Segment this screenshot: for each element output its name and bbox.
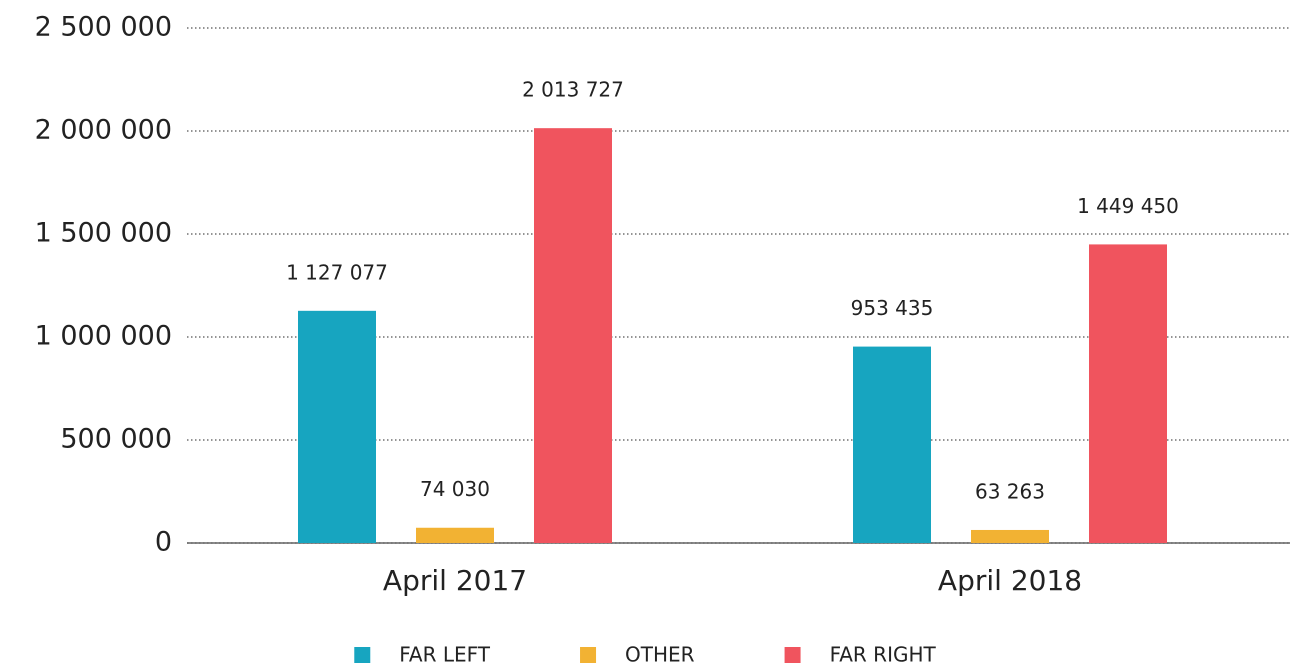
y-tick-label: 1 500 000: [35, 218, 172, 249]
legend-label: OTHER: [625, 643, 695, 667]
data-label: 63 263: [975, 479, 1045, 503]
data-label: 2 013 727: [522, 78, 624, 102]
y-tick-label: 500 000: [60, 424, 172, 455]
y-tick-label: 2 500 000: [35, 12, 172, 43]
bar: [971, 529, 1049, 543]
x-tick-label: April 2018: [938, 564, 1082, 597]
data-label: 1 449 450: [1077, 194, 1179, 218]
legend-label: FAR RIGHT: [830, 643, 937, 667]
bar: [853, 346, 931, 543]
legend-swatch: [784, 647, 801, 663]
bar: [416, 527, 494, 543]
bar: [298, 310, 376, 543]
y-tick-label: 1 000 000: [35, 321, 172, 352]
bar: [1089, 244, 1167, 543]
data-label: 74 030: [420, 477, 490, 501]
data-label: 953 435: [851, 296, 934, 320]
data-label: 1 127 077: [286, 260, 388, 284]
x-tick-label: April 2017: [383, 564, 527, 597]
y-tick-label: 2 000 000: [35, 115, 172, 146]
legend-swatch: [580, 647, 597, 663]
bar: [534, 128, 612, 543]
legend-swatch: [354, 647, 371, 663]
legend-label: FAR LEFT: [399, 643, 491, 667]
y-tick-label: 0: [155, 527, 172, 558]
